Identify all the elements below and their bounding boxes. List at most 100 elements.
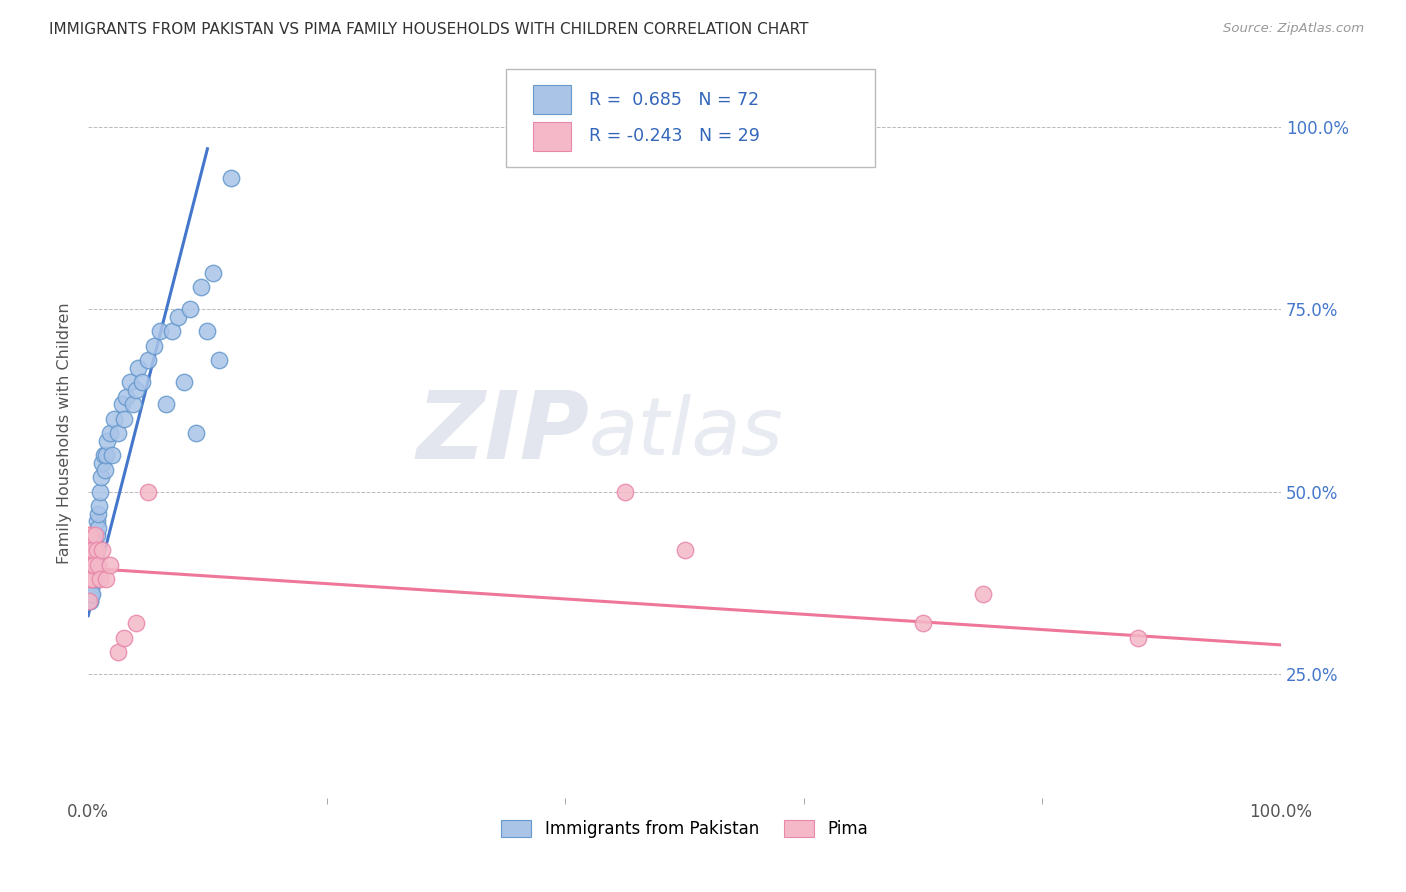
Point — [94, 572, 117, 586]
Point — [80, 572, 103, 586]
Point — [79, 558, 101, 572]
Point — [79, 572, 101, 586]
Point — [91, 543, 114, 558]
Point — [82, 572, 104, 586]
Text: R =  0.685   N = 72: R = 0.685 N = 72 — [589, 91, 759, 109]
Point — [155, 397, 177, 411]
Point — [94, 463, 117, 477]
Point — [197, 324, 219, 338]
Point — [202, 266, 225, 280]
Point — [80, 558, 103, 572]
Point — [77, 594, 100, 608]
Point — [86, 507, 108, 521]
Point — [112, 631, 135, 645]
Point — [166, 310, 188, 324]
Legend: Immigrants from Pakistan, Pima: Immigrants from Pakistan, Pima — [495, 813, 875, 845]
Text: atlas: atlas — [589, 394, 785, 473]
Point — [83, 558, 105, 572]
Point — [79, 558, 101, 572]
Point — [101, 448, 124, 462]
Point — [82, 543, 104, 558]
Point — [103, 411, 125, 425]
Point — [80, 572, 103, 586]
Point — [98, 426, 121, 441]
Point — [77, 572, 100, 586]
Point — [142, 339, 165, 353]
Point — [179, 302, 201, 317]
Point — [107, 426, 129, 441]
Text: Source: ZipAtlas.com: Source: ZipAtlas.com — [1223, 22, 1364, 36]
Point — [79, 594, 101, 608]
Point — [94, 448, 117, 462]
Point — [93, 448, 115, 462]
Point — [972, 587, 994, 601]
Point — [82, 558, 104, 572]
Point — [79, 580, 101, 594]
Point — [83, 558, 105, 572]
Point — [80, 565, 103, 579]
Point — [208, 353, 231, 368]
Point — [79, 587, 101, 601]
Point — [90, 470, 112, 484]
Point — [77, 580, 100, 594]
Y-axis label: Family Households with Children: Family Households with Children — [58, 302, 72, 564]
Point — [149, 324, 172, 338]
Point — [912, 615, 935, 630]
Text: R = -0.243   N = 29: R = -0.243 N = 29 — [589, 128, 761, 145]
Point — [131, 376, 153, 390]
Point — [89, 572, 111, 586]
Point — [80, 587, 103, 601]
Point — [77, 565, 100, 579]
Point — [96, 434, 118, 448]
Point — [83, 572, 105, 586]
Text: ZIP: ZIP — [416, 387, 589, 479]
Point — [80, 572, 103, 586]
Text: IMMIGRANTS FROM PAKISTAN VS PIMA FAMILY HOUSEHOLDS WITH CHILDREN CORRELATION CHA: IMMIGRANTS FROM PAKISTAN VS PIMA FAMILY … — [49, 22, 808, 37]
Point — [86, 543, 108, 558]
Point — [107, 645, 129, 659]
Point — [613, 484, 636, 499]
Point — [83, 535, 105, 549]
Point — [79, 572, 101, 586]
Point — [84, 535, 107, 549]
Point — [77, 587, 100, 601]
Point — [79, 565, 101, 579]
Point — [98, 558, 121, 572]
Point — [80, 587, 103, 601]
Point — [77, 594, 100, 608]
Point — [84, 543, 107, 558]
Point — [136, 353, 159, 368]
Point — [82, 543, 104, 558]
Point — [112, 411, 135, 425]
Point — [79, 572, 101, 586]
Point — [1126, 631, 1149, 645]
Point — [110, 397, 132, 411]
Point — [79, 528, 101, 542]
Point — [160, 324, 183, 338]
Point — [80, 550, 103, 565]
Point — [122, 397, 145, 411]
Point — [673, 543, 696, 558]
Point — [83, 550, 105, 565]
Point — [125, 615, 148, 630]
Point — [82, 558, 104, 572]
Point — [125, 383, 148, 397]
Point — [86, 514, 108, 528]
FancyBboxPatch shape — [533, 86, 571, 114]
Point — [79, 580, 101, 594]
Point — [79, 543, 101, 558]
Point — [184, 426, 207, 441]
Point — [77, 543, 100, 558]
Point — [86, 521, 108, 535]
Point — [127, 360, 149, 375]
Point — [86, 528, 108, 542]
Point — [79, 528, 101, 542]
Point — [79, 594, 101, 608]
Point — [118, 376, 141, 390]
Point — [221, 171, 243, 186]
Point — [80, 580, 103, 594]
Point — [91, 456, 114, 470]
Point — [136, 484, 159, 499]
FancyBboxPatch shape — [533, 122, 571, 151]
Point — [79, 572, 101, 586]
